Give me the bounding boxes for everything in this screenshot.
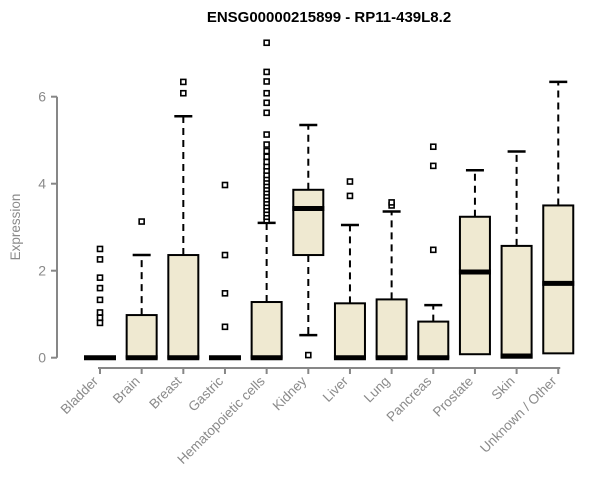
boxplot-lung [375, 199, 408, 361]
boxplot-prostate [458, 168, 491, 356]
x-category-label-breast: Breast [146, 373, 184, 411]
x-category-label-skin: Skin [489, 374, 518, 403]
outlier-point [263, 153, 270, 161]
outlier-point [96, 314, 104, 321]
x-category-label-gastric: Gastric [185, 373, 226, 414]
y-tick-label: 0 [38, 350, 46, 366]
y-axis: 0 2 4 6 [38, 89, 58, 366]
outlier-point [429, 162, 437, 170]
outlier-point [263, 39, 270, 47]
outlier-point [429, 143, 437, 151]
outlier-point [221, 251, 229, 259]
boxplot-gastric [208, 181, 241, 361]
outlier-point [263, 109, 270, 117]
boxplot-unknown-other [542, 80, 575, 355]
outlier-point [180, 89, 187, 97]
boxplot-breast [167, 78, 200, 361]
chart-title: ENSG00000215899 - RP11-439L8.2 [207, 9, 451, 26]
outlier-point [304, 351, 312, 359]
outlier-point [138, 218, 145, 225]
y-tick-label: 6 [38, 89, 46, 105]
outlier-point [263, 68, 270, 76]
x-category-label-prostate: Prostate [430, 374, 476, 420]
boxplot-bladder [84, 245, 116, 361]
outlier-point [263, 131, 270, 138]
x-category-label-kidney: Kidney [270, 373, 310, 413]
box-iqr [458, 215, 491, 356]
box-iqr [375, 298, 408, 359]
x-category-label-brain: Brain [110, 374, 143, 407]
box-iqr [292, 188, 325, 257]
outlier-point [221, 290, 229, 297]
boxplot-pancreas [417, 143, 450, 361]
box-iqr [333, 302, 366, 359]
outlier-point [96, 296, 104, 304]
x-category-label-unknown-other: Unknown / Other [477, 373, 560, 456]
outlier-point [263, 78, 270, 85]
outlier-point [346, 192, 354, 200]
boxplot-liver [333, 178, 366, 361]
boxplot-brain [125, 218, 158, 361]
outlier-point [263, 158, 270, 166]
box-iqr [250, 301, 283, 359]
box-iqr [125, 314, 158, 359]
outlier-point [221, 181, 229, 189]
x-category-label-bladder: Bladder [58, 373, 102, 417]
x-category-label-pancreas: Pancreas [383, 373, 434, 424]
outlier-point [96, 284, 104, 292]
outlier-point [263, 141, 270, 148]
box-iqr [417, 320, 450, 359]
y-tick-label: 2 [38, 263, 46, 279]
outlier-point [96, 256, 104, 263]
outlier-point [96, 319, 104, 327]
outlier-point [429, 246, 437, 254]
boxplot-hematopoietic-cells [250, 39, 283, 361]
boxplot-kidney [292, 123, 325, 359]
x-category-label-liver: Liver [320, 373, 352, 405]
outlier-point [263, 89, 270, 97]
outlier-point [263, 147, 270, 155]
outlier-point [96, 274, 104, 281]
outlier-point [96, 245, 104, 253]
y-tick-label: 4 [38, 176, 46, 192]
outlier-point [263, 99, 270, 107]
box-iqr [542, 204, 575, 355]
x-category-label-lung: Lung [361, 374, 393, 406]
outlier-point [388, 199, 395, 206]
outlier-point [180, 78, 187, 86]
outlier-point [346, 178, 354, 185]
box-iqr [500, 244, 533, 359]
y-axis-label: Expression [8, 194, 23, 261]
plot-area: 0 2 4 6 Bladder Brain Breast GastricHematopoiet… [38, 39, 575, 467]
outlier-point [221, 323, 229, 331]
box-iqr [167, 254, 200, 359]
outlier-point [96, 309, 104, 316]
boxplot-skin [500, 150, 533, 359]
